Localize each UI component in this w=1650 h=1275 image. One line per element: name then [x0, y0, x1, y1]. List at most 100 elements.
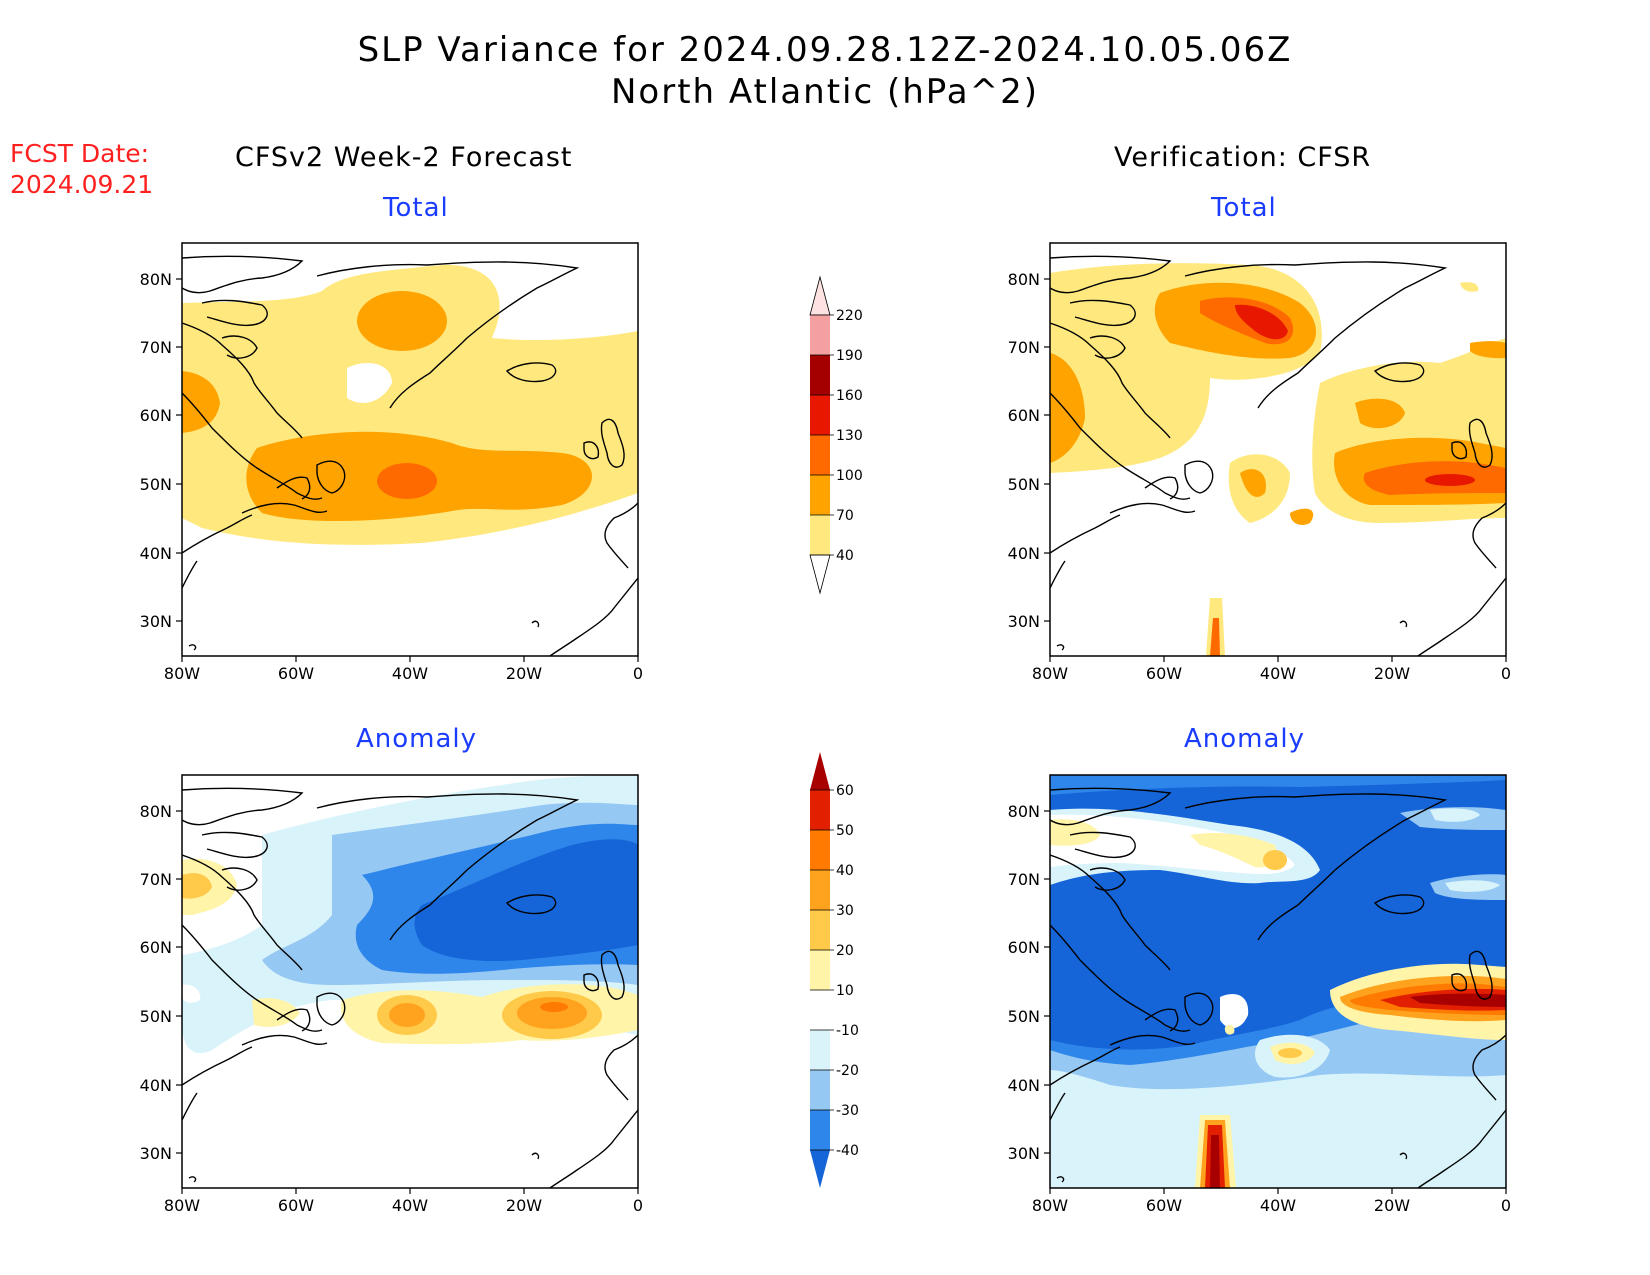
forecast-anomaly-subtitle: Anomaly	[356, 724, 478, 754]
colorbar-swatch	[810, 315, 830, 355]
verification-anomaly-map: 80N 70N 60N 50N 40N 30N 80W 60W 40W 20W …	[1008, 774, 1511, 1215]
lon-label-40w: 40W	[392, 664, 428, 683]
colorbar-total-label: 220	[836, 308, 863, 324]
verification-anomaly-subtitle: Anomaly	[1184, 724, 1306, 754]
lat-label-70n: 70N	[140, 338, 172, 357]
colorbar-total-label: 70	[836, 508, 854, 524]
lon-label-20w: 20W	[506, 664, 542, 683]
lon-label-20w: 20W	[1374, 664, 1410, 683]
colorbar-anomaly-label: -20	[836, 1063, 859, 1079]
lat-label-40n: 40N	[1008, 544, 1040, 563]
colorbar-swatch	[810, 395, 830, 435]
verification-total-contours	[1050, 263, 1506, 656]
lat-label-80n: 80N	[140, 270, 172, 289]
colorbar-swatch	[810, 910, 830, 950]
lat-label-30n: 30N	[1008, 1144, 1040, 1163]
lon-label-40w: 40W	[1260, 664, 1296, 683]
forecast-column-title: CFSv2 Week-2 Forecast	[235, 142, 573, 173]
lat-label-40n: 40N	[140, 544, 172, 563]
lon-label-40w: 40W	[392, 1196, 428, 1215]
colorbar-total-label: 130	[836, 428, 863, 444]
lat-label-30n: 30N	[1008, 612, 1040, 631]
lon-label-20w: 20W	[1374, 1196, 1410, 1215]
verification-column-title: Verification: CFSR	[1114, 142, 1372, 173]
verification-total-subtitle: Total	[1211, 193, 1277, 223]
forecast-anomaly-contours	[182, 775, 638, 1054]
colorbar-anomaly-label: -10	[836, 1023, 859, 1039]
lat-label-40n: 40N	[140, 1076, 172, 1095]
lat-label-60n: 60N	[140, 406, 172, 425]
forecast-anomaly-axes: 80N 70N 60N 50N 40N 30N 80W 60W 40W 20W …	[140, 802, 643, 1215]
colorbar-total-label: 190	[836, 348, 863, 364]
lon-label-0: 0	[1501, 664, 1511, 683]
lon-label-60w: 60W	[1146, 664, 1182, 683]
lat-label-30n: 30N	[140, 1144, 172, 1163]
colorbar-bottom-arrow	[809, 554, 831, 595]
main-title: SLP Variance for 2024.09.28.12Z-2024.10.…	[357, 30, 1293, 70]
lon-label-80w: 80W	[1032, 1196, 1068, 1215]
fcst-date-value: 2024.09.21	[10, 170, 154, 199]
lat-label-50n: 50N	[1008, 1007, 1040, 1026]
colorbar-swatch	[810, 790, 830, 830]
lat-label-70n: 70N	[140, 870, 172, 889]
lat-label-50n: 50N	[1008, 475, 1040, 494]
lon-label-80w: 80W	[1032, 664, 1068, 683]
colorbar-anomaly-label: 40	[836, 863, 854, 879]
colorbar-bottom-arrow	[810, 1150, 830, 1188]
lat-label-40n: 40N	[1008, 1076, 1040, 1095]
colorbar-swatch	[810, 830, 830, 870]
lat-label-80n: 80N	[140, 802, 172, 821]
fcst-date-label: FCST Date:	[10, 139, 150, 168]
lat-label-70n: 70N	[1008, 338, 1040, 357]
verification-total-axes: 80N 70N 60N 50N 40N 30N 80W 60W 40W 20W …	[1008, 270, 1511, 683]
colorbar-anomaly-label: 30	[836, 903, 854, 919]
forecast-total-subtitle: Total	[383, 193, 449, 223]
colorbar-anomaly-label: 10	[836, 983, 854, 999]
lon-label-80w: 80W	[164, 1196, 200, 1215]
lon-label-60w: 60W	[278, 664, 314, 683]
colorbar-swatch	[810, 475, 830, 515]
colorbar-anomaly-label: -40	[836, 1143, 859, 1159]
lat-label-30n: 30N	[140, 612, 172, 631]
total-colorbar: 40 70 100 130 160 190 220	[809, 275, 863, 595]
lat-label-50n: 50N	[140, 1007, 172, 1026]
lon-label-80w: 80W	[164, 664, 200, 683]
lat-label-60n: 60N	[1008, 406, 1040, 425]
lat-label-60n: 60N	[1008, 938, 1040, 957]
colorbar-swatch	[810, 1070, 830, 1110]
lon-label-0: 0	[1501, 1196, 1511, 1215]
colorbar-total-label: 160	[836, 388, 863, 404]
lat-label-70n: 70N	[1008, 870, 1040, 889]
colorbar-swatch	[810, 990, 830, 1030]
forecast-anomaly-map: 80N 70N 60N 50N 40N 30N 80W 60W 40W 20W …	[140, 774, 643, 1215]
colorbar-anomaly-label: 50	[836, 823, 854, 839]
lat-label-80n: 80N	[1008, 270, 1040, 289]
main-subtitle: North Atlantic (hPa^2)	[610, 72, 1039, 112]
colorbar-swatch	[810, 515, 830, 555]
colorbar-swatch	[810, 1110, 830, 1150]
anomaly-colorbar: -40 -30 -20 -10 10 20 30 40 50 60	[810, 752, 859, 1188]
colorbar-anomaly-label: -30	[836, 1103, 859, 1119]
lon-label-40w: 40W	[1260, 1196, 1296, 1215]
lon-label-60w: 60W	[278, 1196, 314, 1215]
lat-label-80n: 80N	[1008, 802, 1040, 821]
verification-anomaly-axes: 80N 70N 60N 50N 40N 30N 80W 60W 40W 20W …	[1008, 802, 1511, 1215]
forecast-total-axes: 80N 70N 60N 50N 40N 30N 80W 60W 40W 20W …	[140, 270, 643, 683]
colorbar-swatch	[810, 1030, 830, 1070]
lat-label-60n: 60N	[140, 938, 172, 957]
verification-total-map: 80N 70N 60N 50N 40N 30N 80W 60W 40W 20W …	[1008, 242, 1511, 683]
colorbar-top-arrow	[810, 752, 830, 790]
lon-label-20w: 20W	[506, 1196, 542, 1215]
lat-label-50n: 50N	[140, 475, 172, 494]
colorbar-anomaly-label: 20	[836, 943, 854, 959]
colorbar-swatch	[810, 870, 830, 910]
forecast-total-map: 80N 70N 60N 50N 40N 30N 80W 60W 40W 20W …	[140, 242, 643, 683]
colorbar-swatch	[810, 950, 830, 990]
verification-anomaly-contours	[1050, 775, 1506, 1188]
lon-label-0: 0	[633, 1196, 643, 1215]
colorbar-top-arrow	[809, 275, 831, 316]
colorbar-anomaly-label: 60	[836, 783, 854, 799]
colorbar-swatch	[810, 435, 830, 475]
colorbar-total-label: 100	[836, 468, 863, 484]
colorbar-swatch	[810, 355, 830, 395]
